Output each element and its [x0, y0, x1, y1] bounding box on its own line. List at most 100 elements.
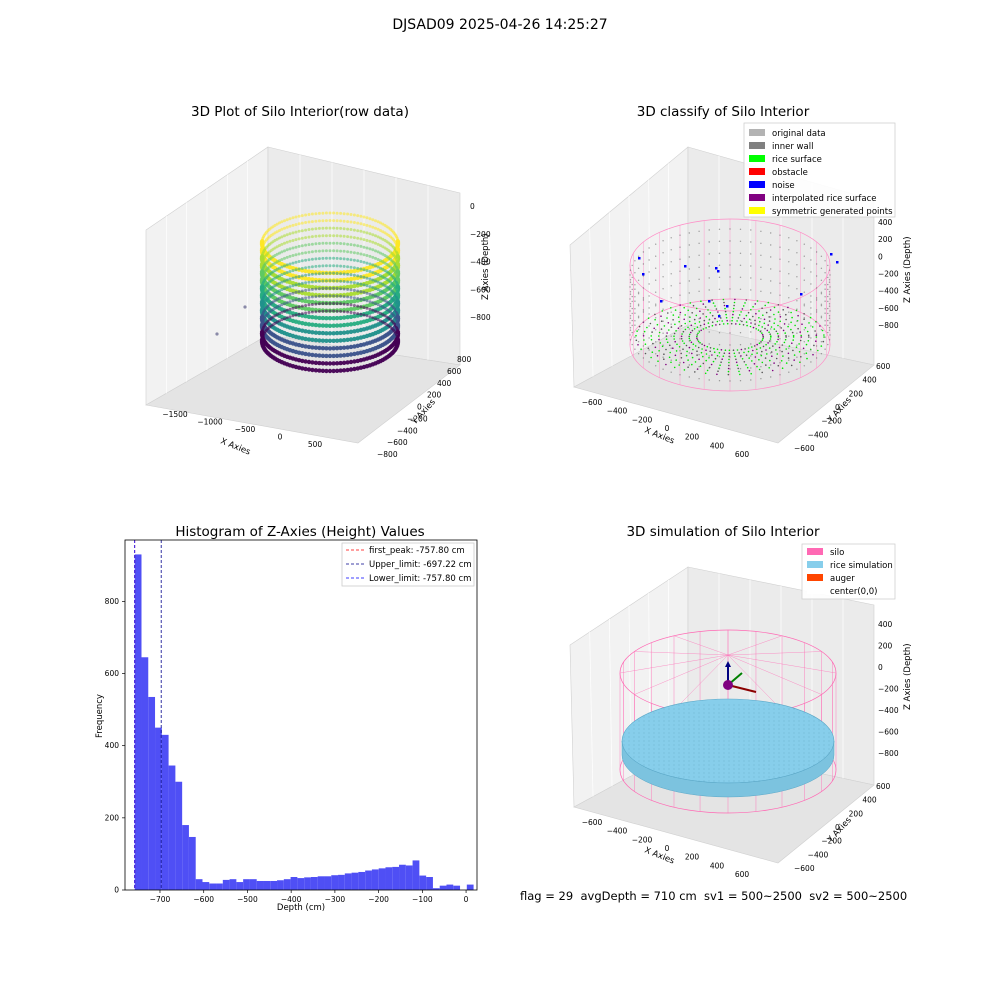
p4-mesh-dot-478	[803, 752, 805, 754]
p4-mesh-dot-601	[678, 768, 680, 770]
p1-point-1047	[278, 236, 281, 240]
p4-mesh-dot-544	[743, 760, 745, 762]
p3-bar-49	[466, 884, 474, 890]
p1-point-1119	[291, 216, 295, 220]
p2-point-410	[797, 314, 799, 317]
p4-mesh-dot-117	[643, 720, 645, 722]
p1-point-1072	[283, 256, 286, 260]
p4-mesh-dot-246	[688, 732, 690, 734]
p1-point-1126	[294, 268, 298, 272]
p2-point-302	[758, 310, 760, 312]
p4-mesh-dot-609	[718, 768, 720, 770]
p4-mesh-dot-611	[728, 768, 730, 770]
p4-mesh-dot-133	[723, 720, 725, 722]
p2-point-394	[654, 318, 656, 321]
p1-point-521	[303, 344, 308, 349]
p1-point-451	[320, 346, 326, 351]
p1-point-1176	[307, 311, 311, 314]
p2-point-287	[658, 331, 661, 334]
p2-point-179	[676, 343, 678, 346]
p3-bar-23	[290, 877, 298, 890]
p2-point-313	[807, 340, 810, 342]
p1-ytick-7: 600	[447, 367, 462, 376]
p2-point-63	[738, 352, 740, 354]
p1-point-1250	[324, 279, 328, 283]
p2-noise-9	[726, 305, 729, 308]
p4-mesh-dot-562	[653, 764, 655, 766]
p2-point-430	[716, 373, 718, 376]
p4-mesh-dot-685	[743, 780, 745, 782]
p2-ytick-6: 600	[876, 362, 891, 371]
p4-zlabel: Z Axies (Depth)	[903, 643, 913, 710]
p2-point-479	[828, 339, 831, 341]
p4-xtick-1: −400	[607, 827, 628, 836]
p1-point-1095	[288, 292, 292, 296]
p2-point-688	[648, 295, 650, 297]
p4-mesh-dot-663	[718, 776, 720, 778]
p4-mesh-dot-431	[773, 748, 775, 750]
p2-point-272	[736, 364, 739, 367]
p2-point-460	[787, 306, 789, 309]
p4-mesh-dot-614	[743, 768, 745, 770]
p4-mesh-dot-342	[748, 740, 750, 742]
p2-point-671	[634, 320, 636, 322]
p3-bar-13	[222, 879, 230, 890]
p1-point-1252	[324, 264, 328, 268]
p4-xtick-0: −600	[582, 818, 603, 827]
p4-mesh-dot-464	[733, 752, 735, 754]
p3-axes-frame	[124, 539, 478, 891]
p4-mesh-dot-649	[773, 772, 775, 774]
p2-point-789	[803, 279, 805, 281]
p1-point-1173	[304, 228, 308, 232]
p1-point-1280	[332, 264, 336, 268]
p4-ytick-3: 0	[835, 823, 840, 832]
p4-mesh-dot-125	[683, 720, 685, 722]
p1-point-412	[331, 323, 336, 328]
p2-point-757	[760, 242, 762, 244]
p2-point-516	[796, 308, 798, 310]
p2-point-630	[634, 288, 636, 290]
p4-mesh-dot-415	[693, 748, 695, 750]
p1-point-1462	[374, 272, 377, 275]
p4-mesh-dot-134	[728, 720, 730, 722]
p2-point-674	[637, 279, 640, 281]
p4-mesh-dot-265	[783, 732, 785, 734]
p2-point-413	[811, 326, 814, 328]
p4-mesh-dot-528	[663, 760, 665, 762]
p1-point-1311	[339, 242, 343, 245]
p4-mesh-dot-238	[648, 732, 650, 734]
p1-point-1085	[285, 263, 289, 267]
p2-ztick-1: 200	[878, 235, 893, 244]
p2-point-725	[698, 290, 700, 292]
p4-mesh-dot-477	[798, 752, 800, 754]
p2-point-791	[803, 303, 805, 305]
p2-point-242	[695, 314, 698, 317]
p1-point-1050	[280, 318, 284, 322]
p1-point-1097	[288, 277, 292, 281]
p2-point-132	[682, 330, 685, 333]
p4-mesh-dot-511	[768, 756, 770, 758]
p2-point-652	[629, 322, 631, 324]
p4-ytick-6: 600	[876, 782, 891, 791]
p4-mesh-dot-630	[678, 772, 680, 774]
p2-ytick-4: 200	[849, 389, 864, 398]
p2-point-625	[637, 305, 640, 307]
p1-point-1395	[359, 244, 363, 248]
p2-point-162	[770, 351, 773, 353]
p1-point-490	[310, 367, 315, 373]
p1-point-328	[352, 321, 357, 326]
p2-point-360	[801, 323, 803, 325]
p2-point-580	[698, 366, 700, 368]
p1-ztick-2: −400	[470, 258, 491, 267]
p4-mesh-dot-186	[798, 724, 800, 726]
p4-mesh-dot-251	[713, 732, 715, 734]
p4-mesh-dot-409	[663, 748, 665, 750]
p1-point-1016	[273, 261, 277, 265]
p2-point-642	[629, 279, 632, 281]
p4-mesh-dot-39	[748, 708, 750, 710]
p4-mesh-dot-50	[653, 712, 655, 714]
p2-point-314	[805, 343, 808, 346]
p2-point-488	[824, 312, 826, 314]
p2-point-206	[784, 332, 786, 334]
